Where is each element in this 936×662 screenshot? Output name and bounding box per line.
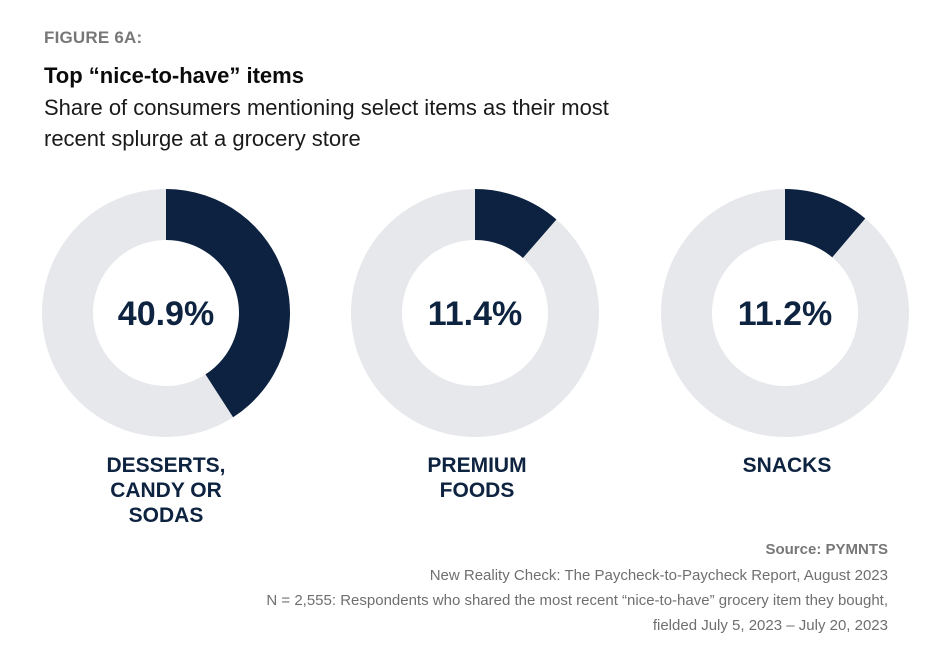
category-label-premium-foods: PREMIUM FOODS <box>357 453 597 503</box>
category-label-desserts: DESSERTS, CANDY OR SODAS <box>46 453 286 528</box>
category-label-line: CANDY OR <box>110 479 222 502</box>
category-label-line: SODAS <box>128 504 204 527</box>
category-label-snacks: SNACKS <box>667 453 907 478</box>
category-label-line: PREMIUM <box>427 454 527 477</box>
donut-remainder-segment <box>660 189 909 437</box>
category-label-line: SNACKS <box>742 454 832 477</box>
source-label: Source: PYMNTS <box>765 541 888 558</box>
donut-value-label: 11.4% <box>428 295 523 333</box>
donut-value-segment <box>475 189 557 258</box>
category-label-line: DESSERTS, <box>106 454 226 477</box>
source-report: New Reality Check: The Paycheck-to-Paych… <box>429 567 888 584</box>
donut-value-label: 40.9% <box>118 295 214 333</box>
fielded-note: fielded July 5, 2023 – July 20, 2023 <box>652 617 888 634</box>
sample-note: N = 2,555: Respondents who shared the mo… <box>266 592 888 609</box>
donut-value-segment <box>166 189 290 418</box>
category-label-line: FOODS <box>439 479 515 502</box>
chart-title: Top “nice-to-have” items <box>44 63 304 88</box>
donut-remainder-segment <box>351 189 599 437</box>
chart-subtitle: Share of consumers mentioning select ite… <box>44 95 609 151</box>
donut-value-label: 11.2% <box>738 295 833 333</box>
figure-label: FIGURE 6A: <box>44 28 143 47</box>
donut-remainder-segment <box>41 189 234 437</box>
donut-value-segment <box>785 189 866 258</box>
